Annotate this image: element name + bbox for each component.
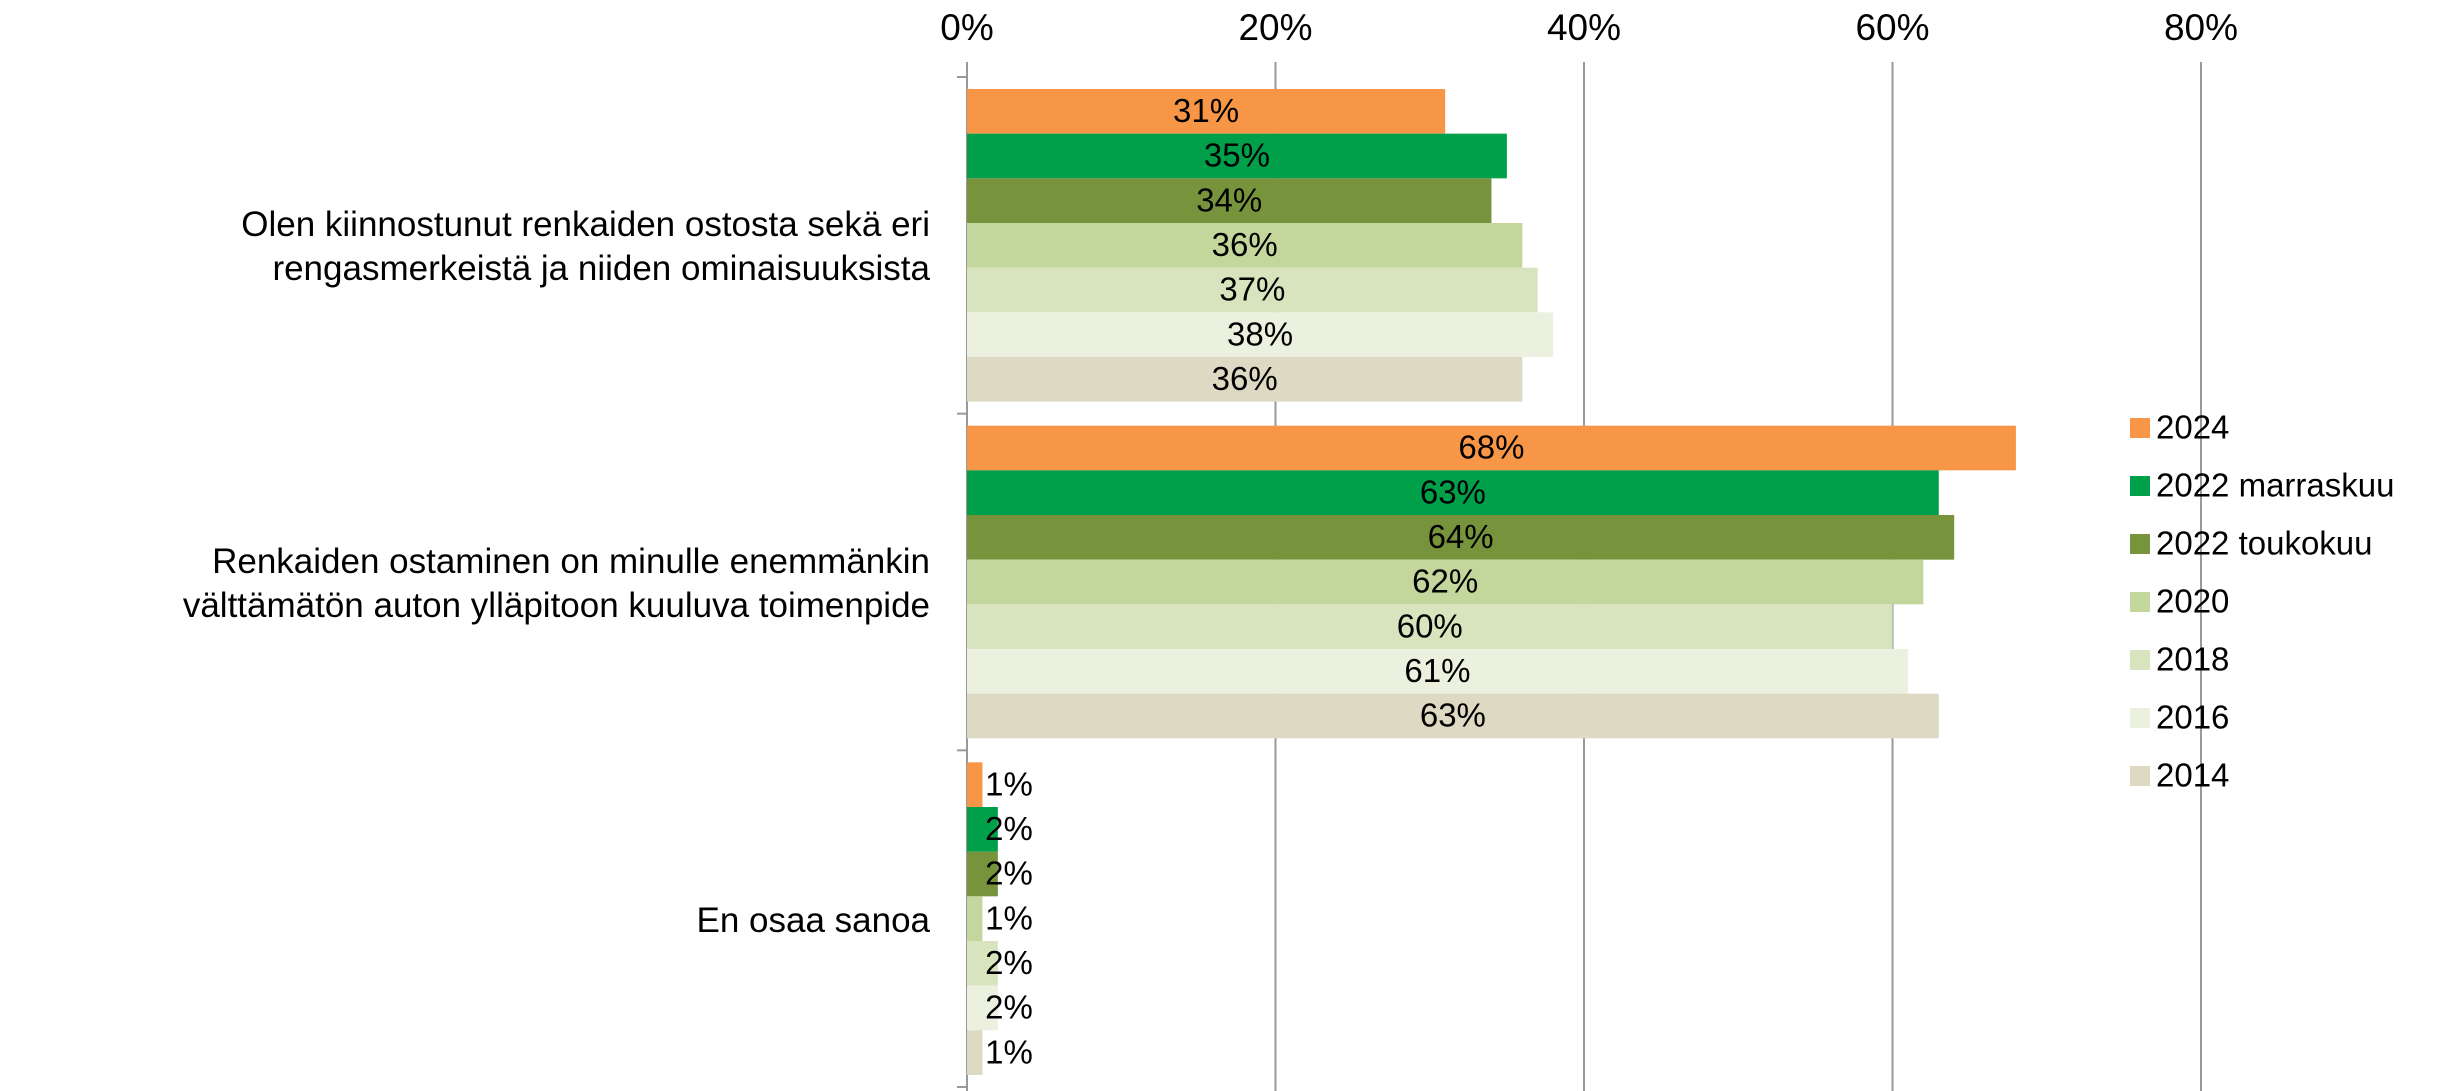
- x-tick-label: 80%: [2164, 7, 2238, 48]
- category-label: Renkaiden ostaminen on minulle enemmänki…: [182, 542, 930, 625]
- bar: [967, 178, 1492, 223]
- bar: [967, 762, 983, 807]
- data-label: 1%: [985, 1033, 1033, 1070]
- data-label: 1%: [985, 899, 1033, 936]
- legend-swatch: [2130, 534, 2150, 554]
- data-label: 2%: [985, 810, 1033, 847]
- legend-swatch: [2130, 476, 2150, 496]
- data-label: 36%: [1212, 226, 1278, 263]
- data-label: 34%: [1196, 181, 1262, 218]
- x-tick-label: 60%: [1855, 7, 1929, 48]
- bar: [967, 357, 1523, 402]
- data-label: 31%: [1173, 92, 1239, 129]
- bar: [967, 133, 1507, 179]
- category-label: En osaa sanoa: [696, 900, 930, 940]
- bar: [967, 267, 1538, 313]
- data-label: 61%: [1404, 652, 1470, 689]
- legend-label: 2014: [2156, 757, 2229, 794]
- bar: [967, 649, 1908, 694]
- x-tick-label: 20%: [1238, 7, 1312, 48]
- legend-label: 2016: [2156, 699, 2229, 736]
- bar: [967, 312, 1554, 357]
- bar: [967, 425, 2016, 471]
- data-label: 1%: [985, 765, 1033, 802]
- bar: [967, 89, 1446, 134]
- bar: [967, 896, 983, 941]
- data-label: 2%: [985, 855, 1033, 892]
- legend-label: 2024: [2156, 409, 2229, 446]
- bar: [967, 807, 998, 852]
- bar: [967, 223, 1523, 268]
- bar: [967, 851, 998, 897]
- legend-swatch: [2130, 592, 2150, 612]
- bar: [967, 604, 1893, 649]
- legend-swatch: [2130, 418, 2150, 438]
- data-label: 2%: [985, 944, 1033, 981]
- data-label: 60%: [1397, 607, 1463, 644]
- x-tick-label: 0%: [940, 7, 993, 48]
- data-label: 62%: [1412, 563, 1478, 600]
- legend-label: 2018: [2156, 641, 2229, 678]
- data-label: 63%: [1420, 473, 1486, 510]
- data-label: 64%: [1428, 518, 1494, 555]
- data-label: 35%: [1204, 137, 1270, 174]
- data-label: 2%: [985, 989, 1033, 1026]
- bar: [967, 985, 998, 1031]
- bar: [967, 470, 1939, 515]
- data-label: 68%: [1458, 429, 1524, 466]
- legend-swatch: [2130, 708, 2150, 728]
- x-tick-label: 40%: [1547, 7, 1621, 48]
- legend-swatch: [2130, 766, 2150, 786]
- bar: [967, 1030, 983, 1075]
- data-label: 38%: [1227, 315, 1293, 352]
- legend-label: 2022 marraskuu: [2156, 467, 2394, 504]
- legend-swatch: [2130, 650, 2150, 670]
- bar: [967, 559, 1924, 605]
- legend-label: 2020: [2156, 583, 2229, 620]
- bar: [967, 515, 1955, 560]
- legend-label: 2022 toukokuu: [2156, 525, 2373, 562]
- bar: [967, 941, 998, 986]
- data-label: 36%: [1212, 360, 1278, 397]
- bar: [967, 693, 1939, 739]
- data-label: 63%: [1420, 697, 1486, 734]
- data-label: 37%: [1219, 271, 1285, 308]
- category-label: Olen kiinnostunut renkaiden ostosta sekä…: [241, 205, 930, 289]
